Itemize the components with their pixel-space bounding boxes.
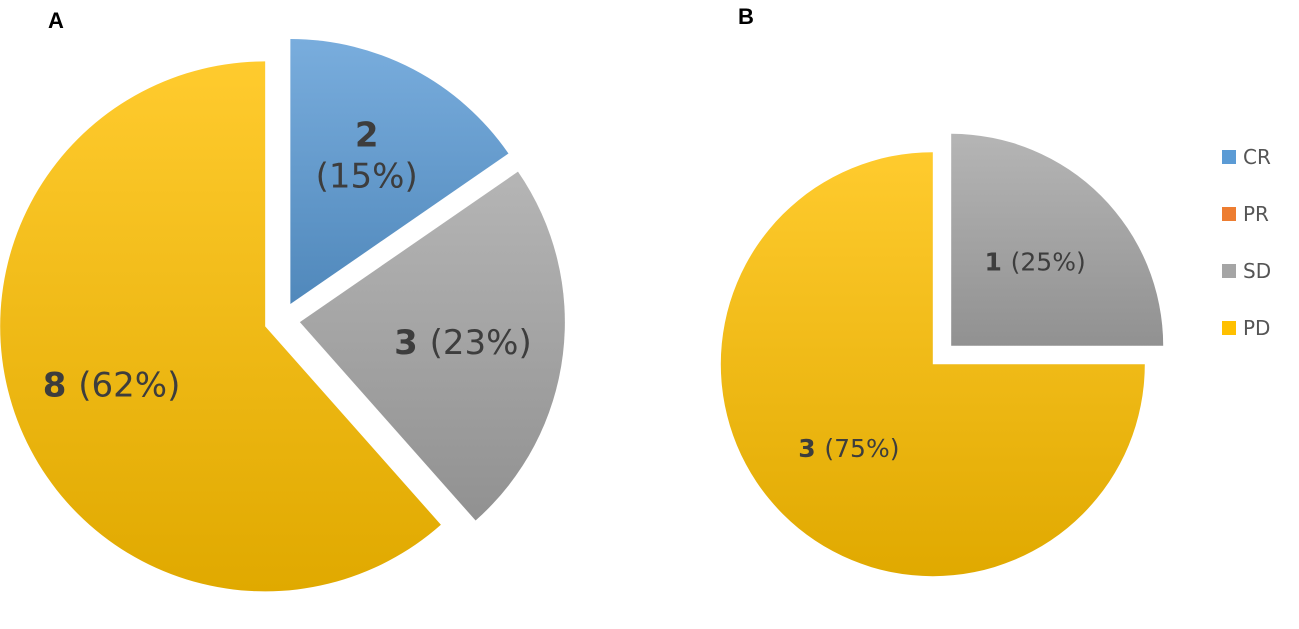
pie-b-label-sd: 1 (25%) [985, 248, 1086, 277]
panel-letter-a: A [48, 8, 64, 33]
pie-a-slice-sd [299, 171, 565, 521]
legend-swatch-pd [1222, 321, 1236, 335]
pie-a-label-pd: 8 (62%) [43, 366, 181, 406]
pie-b-slice-sd [951, 133, 1164, 346]
pie-chart-a: 2(15%) 3 (23%) 8 (62%) [0, 39, 565, 592]
legend-item-cr: CR [1222, 143, 1299, 171]
pie-b-label-pd: 3 (75%) [798, 434, 899, 463]
panel-letter-b: B [738, 4, 754, 29]
legend-label-cr: CR [1243, 145, 1271, 169]
pie-chart-b: 1 (25%) 3 (75%) [720, 133, 1164, 577]
pie-a-slice-pd [0, 61, 441, 592]
pie-a-label-sd: 3 (23%) [394, 323, 532, 363]
legend-swatch-cr [1222, 150, 1236, 164]
legend-item-pd: PD [1222, 314, 1299, 342]
legend: CR PR SD PD [1222, 143, 1299, 371]
pie-b-slice-pd [720, 152, 1145, 577]
pie-a-label-count-cr: 2 [355, 116, 379, 156]
legend-label-pr: PR [1243, 202, 1269, 226]
legend-label-sd: SD [1243, 259, 1272, 283]
legend-item-pr: PR [1222, 200, 1299, 228]
legend-swatch-sd [1222, 264, 1236, 278]
legend-item-sd: SD [1222, 257, 1299, 285]
pie-a-label-percent-cr: (15%) [316, 156, 418, 196]
pie-a-slice-cr [290, 39, 509, 305]
legend-label-pd: PD [1243, 316, 1271, 340]
legend-swatch-pr [1222, 207, 1236, 221]
